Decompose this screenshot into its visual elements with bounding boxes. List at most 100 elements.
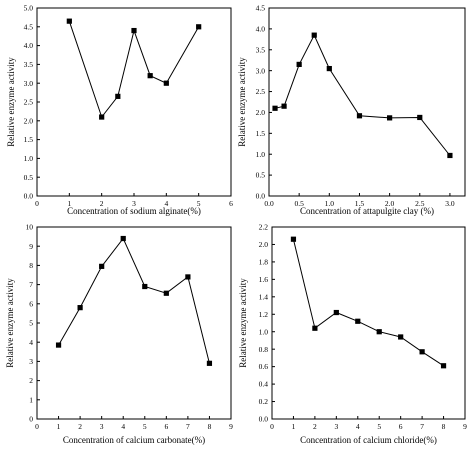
chart-panel-1: 0 1 2 3 4 5 6 0.0 0.5 1.0 1.5 2.0 2.5 3.0 3.5 4.0 4.5 5.0… bbox=[6, 4, 233, 216]
y-tick-label: 0.8 bbox=[259, 345, 269, 354]
y-tick-label: 1.4 bbox=[259, 292, 269, 301]
x-tick-label: 7 bbox=[420, 422, 424, 431]
x-tick-label: 6 bbox=[229, 199, 233, 208]
plot-frame bbox=[36, 226, 232, 420]
y-tick-label: 8 bbox=[29, 261, 33, 270]
chart-panel-3: 0 1 2 3 4 5 6 7 8 9 0 1 2 3 4 5 6 7 8 9 10 Concentration of c… bbox=[5, 223, 233, 445]
y-tick-label: 1.8 bbox=[259, 258, 269, 267]
data-point bbox=[120, 235, 126, 242]
x-tick-label: 3.0 bbox=[445, 199, 455, 208]
data-point bbox=[387, 115, 393, 121]
y-tick-label: 1.6 bbox=[259, 275, 269, 284]
data-point bbox=[115, 93, 121, 99]
y-tick-label: 3.0 bbox=[24, 79, 34, 88]
y-axis-label: Relative enzyme activity bbox=[238, 278, 248, 368]
series-line bbox=[68, 21, 200, 119]
x-tick-label: 2.0 bbox=[385, 199, 395, 208]
data-point bbox=[398, 334, 404, 340]
y-tick-label: 1.0 bbox=[259, 327, 269, 336]
data-point bbox=[355, 318, 361, 324]
y-tick-label: 2.5 bbox=[24, 98, 34, 107]
y-tick-label: 4.5 bbox=[256, 4, 266, 13]
y-tick-label: 1.2 bbox=[259, 310, 269, 319]
x-tick-label: 2 bbox=[100, 199, 104, 208]
y-tick-label: 4.5 bbox=[24, 22, 34, 31]
x-tick-label: 6 bbox=[164, 422, 168, 431]
y-tick-label: 0.2 bbox=[259, 397, 269, 406]
x-axis-label: Concentration of calcium carbonate(%) bbox=[63, 435, 205, 445]
y-tick-label: 2.2 bbox=[259, 223, 269, 232]
x-tick-label: 0 bbox=[35, 199, 39, 208]
x-tick-label: 1 bbox=[57, 422, 61, 431]
y-tick-label: 0.0 bbox=[259, 415, 269, 424]
y-tick-label: 4.0 bbox=[24, 41, 34, 50]
y-tick-label: 4 bbox=[29, 338, 33, 347]
y-tick-label: 1.0 bbox=[256, 150, 266, 159]
data-point bbox=[312, 325, 318, 331]
data-point bbox=[376, 329, 382, 335]
y-tick-label: 1 bbox=[29, 395, 33, 404]
data-point bbox=[311, 32, 317, 38]
data-point bbox=[333, 309, 339, 316]
x-tick-label: 0 bbox=[270, 422, 274, 431]
x-tick-label: 9 bbox=[229, 422, 233, 431]
y-tick-label: 2.5 bbox=[256, 87, 266, 96]
data-point bbox=[185, 274, 191, 280]
series-line bbox=[58, 237, 210, 364]
data-point bbox=[131, 27, 137, 34]
x-tick-label: 8 bbox=[208, 422, 212, 431]
y-axis-label: Relative enzyme activity bbox=[5, 278, 15, 368]
data-point bbox=[206, 360, 213, 366]
x-tick-label: 5 bbox=[377, 422, 381, 431]
y-tick-label: 5 bbox=[29, 319, 33, 328]
y-tick-label: 5.0 bbox=[24, 4, 34, 13]
y-tick-label: 0.5 bbox=[24, 173, 34, 182]
x-axis-label: Concentration of sodium alginate(%) bbox=[67, 206, 201, 216]
data-point bbox=[142, 283, 148, 290]
data-point bbox=[163, 80, 169, 86]
x-tick-label: 0.0 bbox=[264, 199, 274, 208]
data-point bbox=[272, 105, 278, 111]
plot-frame bbox=[271, 226, 466, 420]
plot-frame bbox=[36, 7, 232, 197]
y-tick-label: 3.0 bbox=[256, 66, 266, 75]
y-tick-label: 0.0 bbox=[256, 192, 266, 201]
chart-panel-4: 0 1 2 3 4 5 6 7 8 9 0.0 0.2 0.4 0.6 0.8 1.0 1.2 1.4 1.6 1.8… bbox=[238, 223, 467, 445]
data-point bbox=[281, 103, 287, 109]
y-tick-label: 3.5 bbox=[256, 45, 266, 54]
x-tick-label: 5 bbox=[197, 199, 201, 208]
data-point bbox=[356, 113, 363, 119]
x-tick-label: 6 bbox=[399, 422, 403, 431]
x-axis-label: Concentration of calcium chloride(%) bbox=[300, 435, 437, 445]
y-tick-label: 2.0 bbox=[24, 116, 34, 125]
data-point bbox=[419, 349, 425, 355]
data-point bbox=[77, 305, 83, 311]
data-point bbox=[290, 236, 297, 242]
y-tick-label: 4.0 bbox=[256, 24, 266, 33]
data-point bbox=[163, 290, 169, 296]
y-tick-label: 10 bbox=[26, 223, 34, 232]
x-tick-label: 2 bbox=[78, 422, 82, 431]
y-tick-label: 1.5 bbox=[24, 135, 34, 144]
data-point bbox=[196, 24, 202, 30]
data-point bbox=[447, 152, 453, 159]
y-tick-label: 3 bbox=[29, 357, 33, 366]
series-line bbox=[292, 239, 444, 367]
y-tick-label: 2.0 bbox=[259, 240, 269, 249]
data-point bbox=[55, 342, 62, 348]
y-axis-label: Relative enzyme activity bbox=[237, 57, 247, 147]
y-tick-label: 0 bbox=[29, 415, 33, 424]
y-tick-label: 3.5 bbox=[24, 60, 34, 69]
plot-frame bbox=[268, 7, 466, 197]
y-tick-label: 0.6 bbox=[259, 362, 269, 371]
x-tick-label: 1.5 bbox=[355, 199, 365, 208]
data-point bbox=[66, 18, 72, 24]
y-tick-label: 2.0 bbox=[256, 108, 266, 117]
x-tick-label: 1 bbox=[292, 422, 296, 431]
x-tick-label: 4 bbox=[121, 422, 125, 431]
x-tick-label: 4 bbox=[356, 422, 360, 431]
y-tick-label: 0.4 bbox=[259, 380, 269, 389]
y-tick-label: 0.5 bbox=[256, 171, 266, 180]
x-tick-label: 2 bbox=[313, 422, 317, 431]
y-axis-label: Relative enzyme activity bbox=[6, 57, 16, 147]
